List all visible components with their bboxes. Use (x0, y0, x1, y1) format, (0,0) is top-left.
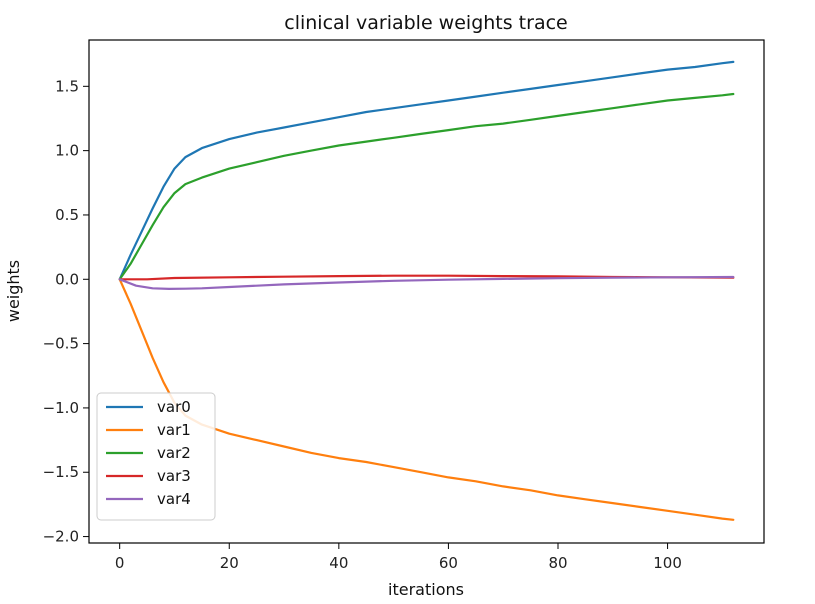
plot-frame (88, 39, 765, 544)
legend-label-var3: var3 (157, 467, 191, 485)
y-tick-label: −1.5 (43, 463, 79, 481)
y-tick-label: −2.0 (43, 528, 79, 546)
y-tick-label: 1.5 (55, 77, 79, 95)
series-line-var2 (118, 92, 735, 281)
x-axis-label: iterations (388, 580, 464, 599)
legend-box (96, 392, 216, 521)
y-axis-label: weights (4, 260, 23, 322)
y-tick-label: 0.5 (55, 206, 79, 224)
legend-label-var4: var4 (157, 490, 191, 508)
series-line-var4 (118, 275, 735, 290)
y-tick-label: 1.0 (55, 142, 79, 160)
chart-title: clinical variable weights trace (284, 12, 567, 34)
x-tick-label: 80 (548, 554, 567, 572)
legend-label-var0: var0 (157, 398, 191, 416)
x-tick-label: 60 (439, 554, 458, 572)
x-axis: 0 20 40 60 80 100 (115, 543, 682, 572)
x-tick-label: 20 (220, 554, 239, 572)
legend-label-var2: var2 (157, 444, 191, 462)
x-tick-label: 40 (329, 554, 348, 572)
legend-label-var1: var1 (157, 421, 191, 439)
x-tick-label: 100 (653, 554, 682, 572)
y-tick-label: −1.0 (43, 399, 79, 417)
y-tick-label: −0.5 (43, 335, 79, 353)
y-tick-label: 0.0 (55, 270, 79, 288)
series-line-var0 (118, 60, 735, 281)
y-axis: −2.0 −1.5 −1.0 −0.5 0.0 0.5 1.0 1.5 (43, 77, 89, 546)
legend: var0 var1 var2 var3 var4 (96, 392, 216, 521)
x-tick-label: 0 (115, 554, 125, 572)
